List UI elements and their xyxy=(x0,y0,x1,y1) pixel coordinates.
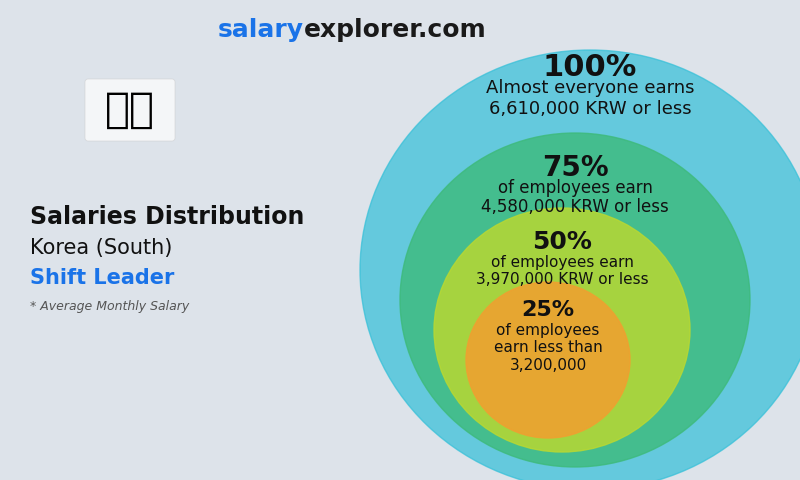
Ellipse shape xyxy=(360,50,800,480)
Text: 6,610,000 KRW or less: 6,610,000 KRW or less xyxy=(489,100,691,118)
Text: * Average Monthly Salary: * Average Monthly Salary xyxy=(30,300,190,313)
Ellipse shape xyxy=(466,282,630,438)
Ellipse shape xyxy=(400,133,750,467)
Text: Shift Leader: Shift Leader xyxy=(30,268,174,288)
Text: 25%: 25% xyxy=(522,300,574,320)
Text: of employees: of employees xyxy=(496,323,600,337)
Text: 3,200,000: 3,200,000 xyxy=(510,358,586,372)
Text: Salaries Distribution: Salaries Distribution xyxy=(30,205,304,229)
Text: 75%: 75% xyxy=(542,154,608,182)
Text: earn less than: earn less than xyxy=(494,340,602,355)
Text: Almost everyone earns: Almost everyone earns xyxy=(486,79,694,97)
Text: explorer.com: explorer.com xyxy=(304,18,486,42)
Text: 3,970,000 KRW or less: 3,970,000 KRW or less xyxy=(476,272,648,287)
Text: of employees earn: of employees earn xyxy=(490,254,634,269)
Text: Korea (South): Korea (South) xyxy=(30,238,172,258)
Text: salary: salary xyxy=(218,18,304,42)
Text: of employees earn: of employees earn xyxy=(498,179,653,197)
Text: 100%: 100% xyxy=(543,53,637,83)
Text: 🇰🇷: 🇰🇷 xyxy=(105,89,155,131)
Text: 4,580,000 KRW or less: 4,580,000 KRW or less xyxy=(481,198,669,216)
Ellipse shape xyxy=(434,208,690,452)
Text: 50%: 50% xyxy=(532,230,592,254)
FancyBboxPatch shape xyxy=(85,79,175,141)
